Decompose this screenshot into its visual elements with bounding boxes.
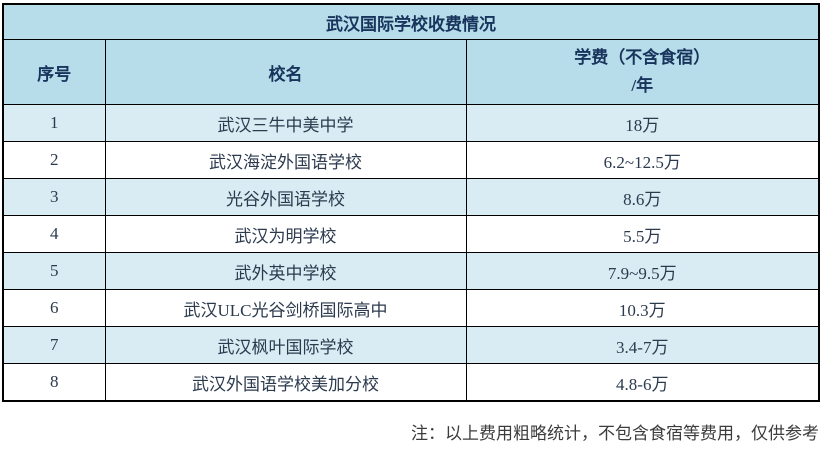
header-cell-fee: 学费（不含食宿） /年: [465, 39, 820, 105]
cell-no: 2: [2, 141, 106, 179]
table-row: 6 武汉ULC光谷剑桥国际高中 10.3万: [2, 289, 820, 327]
table-row: 7 武汉枫叶国际学校 3.4-7万: [2, 326, 820, 364]
cell-no: 7: [2, 326, 106, 364]
cell-fee: 4.8-6万: [465, 363, 820, 402]
school-fee-table: 武汉国际学校收费情况 序号 校名 学费（不含食宿） /年 1 武汉三牛中美中学 …: [2, 3, 820, 402]
table-row: 8 武汉外国语学校美加分校 4.8-6万: [2, 363, 820, 402]
cell-school: 武汉外国语学校美加分校: [104, 363, 467, 402]
cell-school: 武汉ULC光谷剑桥国际高中: [104, 289, 467, 327]
cell-fee: 10.3万: [465, 289, 820, 327]
cell-fee: 5.5万: [465, 215, 820, 253]
cell-no: 8: [2, 363, 106, 402]
table-header-row: 序号 校名 学费（不含食宿） /年: [2, 39, 820, 105]
table-row: 1 武汉三牛中美中学 18万: [2, 104, 820, 142]
table-row: 2 武汉海淀外国语学校 6.2~12.5万: [2, 141, 820, 179]
header-cell-no: 序号: [2, 39, 106, 105]
table-row: 3 光谷外国语学校 8.6万: [2, 178, 820, 216]
cell-fee: 18万: [465, 104, 820, 142]
header-cell-school: 校名: [104, 39, 467, 105]
cell-school: 武汉三牛中美中学: [104, 104, 467, 142]
cell-no: 3: [2, 178, 106, 216]
header-fee-line1: 学费（不含食宿）: [574, 47, 711, 67]
table-title: 武汉国际学校收费情况: [2, 3, 820, 40]
page: 武汉国际学校收费情况 序号 校名 学费（不含食宿） /年 1 武汉三牛中美中学 …: [0, 3, 822, 462]
cell-fee: 6.2~12.5万: [465, 141, 820, 179]
cell-school: 武汉为明学校: [104, 215, 467, 253]
cell-school: 武汉枫叶国际学校: [104, 326, 467, 364]
footnote: 注：以上费用粗略统计，不包含食宿等费用，仅供参考: [411, 424, 819, 443]
header-fee-line2: /年: [631, 75, 654, 95]
cell-school: 武外英中学校: [104, 252, 467, 290]
cell-no: 1: [2, 104, 106, 142]
table-row: 4 武汉为明学校 5.5万: [2, 215, 820, 253]
cell-fee: 7.9~9.5万: [465, 252, 820, 290]
cell-fee: 8.6万: [465, 178, 820, 216]
cell-no: 6: [2, 289, 106, 327]
cell-no: 5: [2, 252, 106, 290]
cell-fee: 3.4-7万: [465, 326, 820, 364]
cell-no: 4: [2, 215, 106, 253]
table-row: 5 武外英中学校 7.9~9.5万: [2, 252, 820, 290]
cell-school: 光谷外国语学校: [104, 178, 467, 216]
cell-school: 武汉海淀外国语学校: [104, 141, 467, 179]
table-title-row: 武汉国际学校收费情况: [2, 3, 820, 40]
